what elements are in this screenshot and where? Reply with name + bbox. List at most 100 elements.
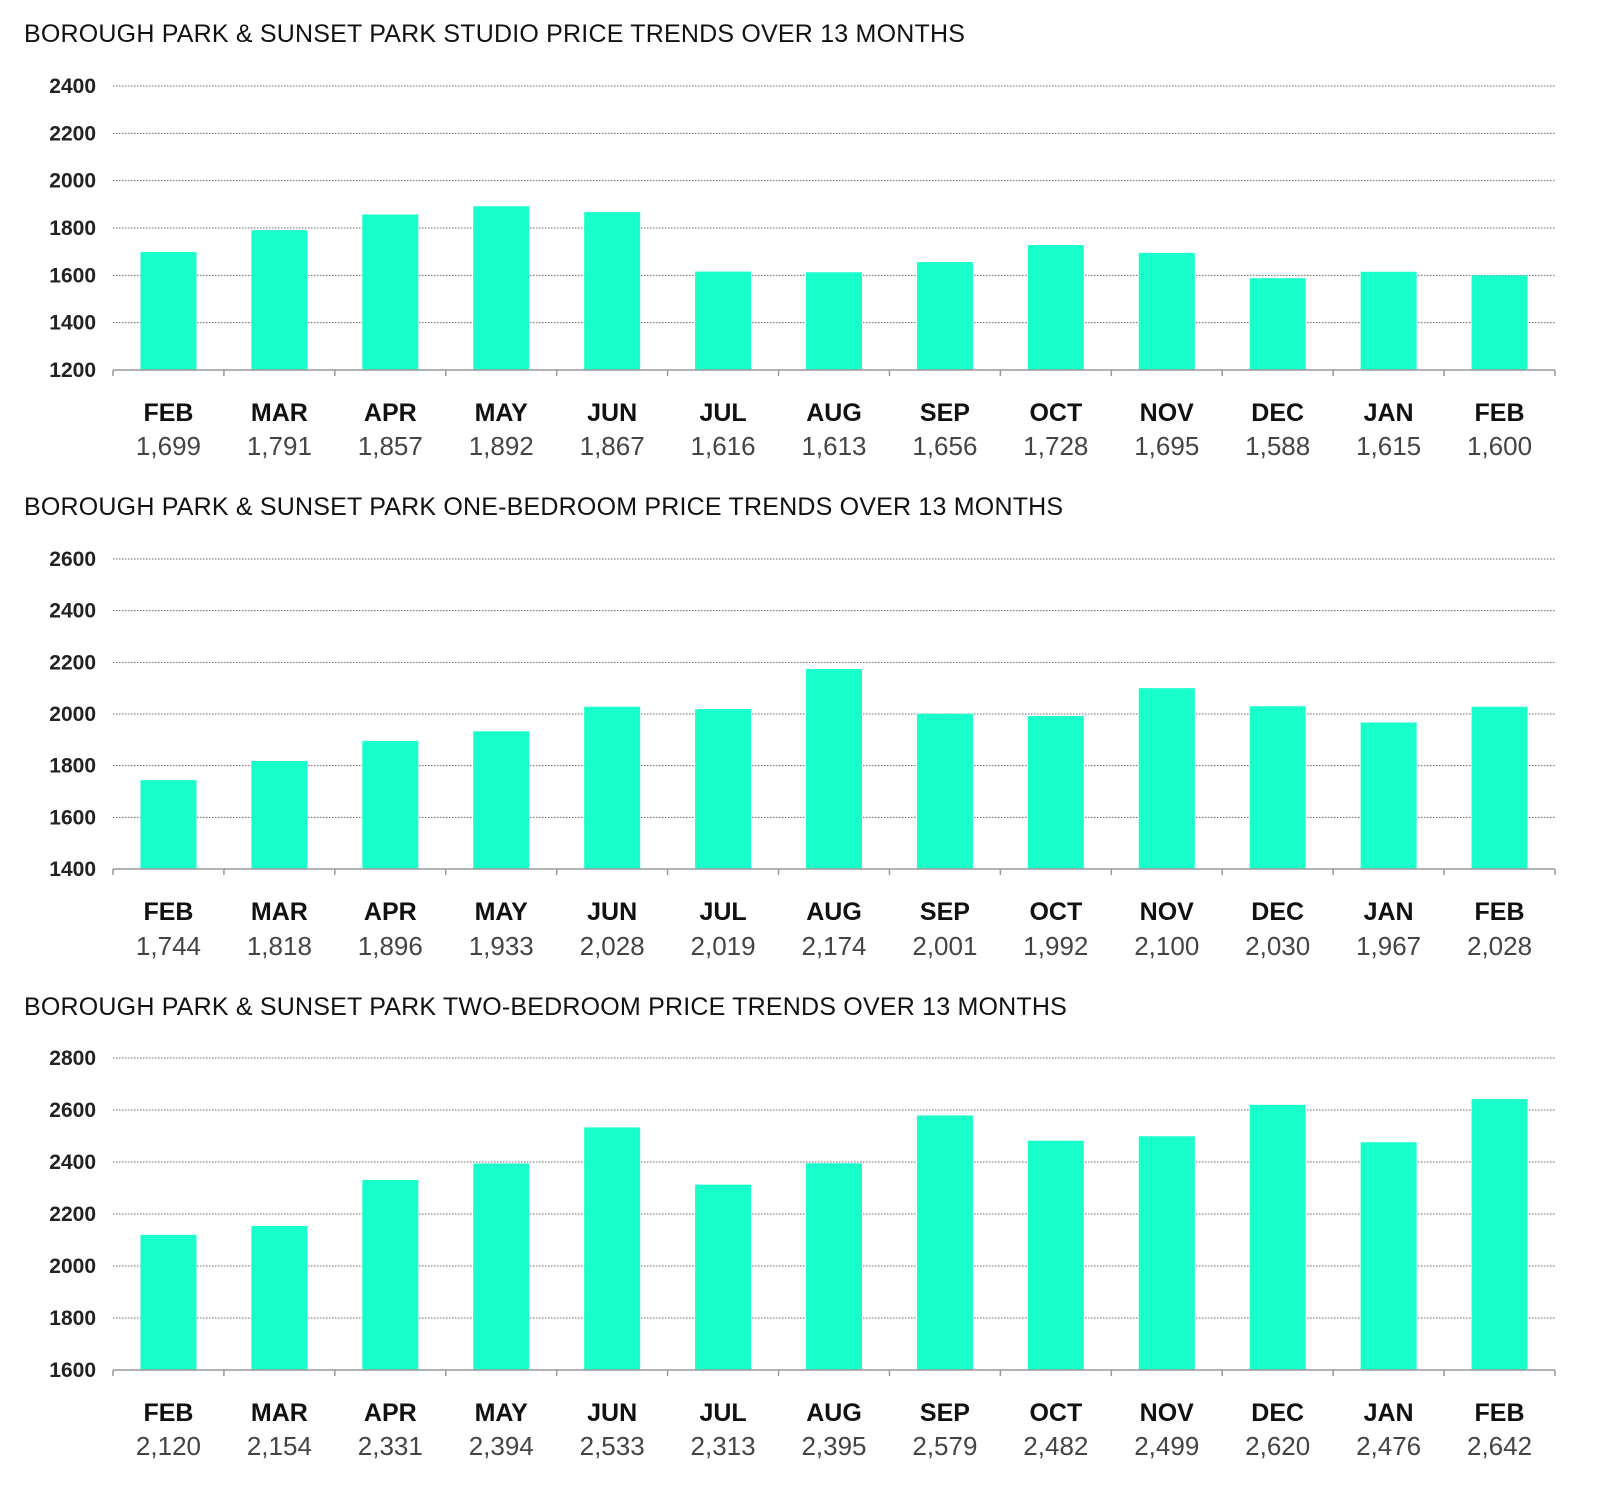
- category-label: AUG: [806, 399, 862, 427]
- bar: [251, 761, 308, 869]
- bar: [1471, 275, 1528, 370]
- y-tick-label: 2200: [49, 1203, 96, 1226]
- category-label: OCT: [1029, 1399, 1082, 1427]
- chart-plot: 1600 1800 2000 2200 2400 2600 2800 FEB 2,120 MAR 2…: [49, 1047, 1556, 1461]
- chart-title: BOROUGH PARK & SUNSET PARK STUDIO PRICE …: [24, 20, 966, 48]
- bar: [1138, 1136, 1195, 1370]
- category-label: APR: [364, 1399, 417, 1427]
- category-label: AUG: [806, 1399, 862, 1427]
- bar: [1249, 706, 1306, 869]
- data-label: 2,331: [358, 1431, 423, 1461]
- data-label: 2,154: [247, 1431, 312, 1461]
- y-tick-label: 1800: [49, 1307, 96, 1330]
- data-label: 1,857: [358, 431, 423, 461]
- data-label: 2,030: [1245, 931, 1310, 961]
- category-label: MAY: [475, 1399, 529, 1427]
- category-label: FEB: [1475, 898, 1525, 926]
- bar: [584, 212, 641, 370]
- data-label: 1,615: [1356, 431, 1421, 461]
- category-label: FEB: [143, 898, 193, 926]
- bar: [1027, 245, 1084, 370]
- data-label: 1,933: [469, 931, 534, 961]
- category-label: MAR: [251, 1399, 308, 1427]
- bar: [916, 1115, 973, 1370]
- data-label: 1,892: [469, 431, 534, 461]
- data-label: 1,867: [580, 431, 645, 461]
- bar: [251, 230, 308, 370]
- data-label: 1,728: [1023, 431, 1088, 461]
- y-tick-label: 1600: [49, 806, 96, 829]
- data-label: 2,642: [1467, 1431, 1532, 1461]
- bar: [916, 262, 973, 370]
- chart-title: BOROUGH PARK & SUNSET PARK ONE-BEDROOM P…: [24, 493, 1064, 521]
- data-label: 1,656: [912, 431, 977, 461]
- category-label: SEP: [920, 1399, 970, 1427]
- data-label: 2,499: [1134, 1431, 1199, 1461]
- chart-plot: 1400 1600 1800 2000 2200 2400 2600 FEB 1,744 MAR 1…: [49, 548, 1556, 961]
- category-label: AUG: [806, 898, 862, 926]
- data-label: 2,100: [1134, 931, 1199, 961]
- category-label: MAR: [251, 399, 308, 427]
- bar: [695, 1184, 752, 1370]
- category-label: NOV: [1140, 399, 1195, 427]
- category-label: JUL: [699, 1399, 746, 1427]
- data-label: 2,395: [801, 1431, 866, 1461]
- category-label: JUL: [699, 898, 746, 926]
- data-label: 2,028: [580, 931, 645, 961]
- y-tick-label: 2200: [49, 122, 96, 145]
- category-label: DEC: [1251, 898, 1304, 926]
- data-label: 2,120: [136, 1431, 201, 1461]
- bar: [362, 214, 419, 370]
- bar: [1360, 722, 1417, 869]
- data-label: 2,019: [691, 931, 756, 961]
- data-label: 2,579: [912, 1431, 977, 1461]
- category-label: FEB: [143, 399, 193, 427]
- bar: [140, 1234, 197, 1370]
- chart-title: BOROUGH PARK & SUNSET PARK TWO-BEDROOM P…: [24, 993, 1067, 1021]
- y-tick-label: 2400: [49, 600, 96, 623]
- category-label: FEB: [1475, 1399, 1525, 1427]
- data-label: 2,533: [580, 1431, 645, 1461]
- y-tick-label: 2600: [49, 548, 96, 571]
- data-label: 1,699: [136, 431, 201, 461]
- category-label: SEP: [920, 399, 970, 427]
- y-tick-label: 1200: [49, 359, 96, 382]
- bar: [584, 1127, 641, 1370]
- data-label: 1,992: [1023, 931, 1088, 961]
- data-label: 2,313: [691, 1431, 756, 1461]
- category-label: JAN: [1364, 399, 1414, 427]
- data-label: 1,744: [136, 931, 201, 961]
- bar: [584, 706, 641, 869]
- chart-plot: 1200 1400 1600 1800 2000 2200 2400 FEB 1,699 MAR 1…: [49, 75, 1556, 461]
- data-label: 1,616: [691, 431, 756, 461]
- y-tick-label: 2800: [49, 1047, 96, 1070]
- bar: [362, 1179, 419, 1370]
- category-label: APR: [364, 898, 417, 926]
- bar: [1027, 1140, 1084, 1370]
- data-label: 2,482: [1023, 1431, 1088, 1461]
- y-tick-label: 2600: [49, 1099, 96, 1122]
- bar: [362, 740, 419, 869]
- category-label: MAY: [475, 399, 529, 427]
- category-label: MAR: [251, 898, 308, 926]
- category-label: FEB: [143, 1399, 193, 1427]
- data-label: 2,476: [1356, 1431, 1421, 1461]
- bar: [473, 731, 530, 869]
- category-label: DEC: [1251, 399, 1304, 427]
- data-label: 1,967: [1356, 931, 1421, 961]
- bar: [1360, 1142, 1417, 1370]
- bar: [473, 206, 530, 370]
- y-tick-label: 2400: [49, 1151, 96, 1174]
- category-label: APR: [364, 399, 417, 427]
- bar: [1471, 706, 1528, 869]
- bar: [1249, 1104, 1306, 1370]
- category-label: FEB: [1475, 399, 1525, 427]
- category-label: OCT: [1029, 399, 1082, 427]
- data-label: 1,818: [247, 931, 312, 961]
- y-tick-label: 1400: [49, 858, 96, 881]
- y-tick-label: 2000: [49, 703, 96, 726]
- bar: [916, 713, 973, 869]
- bar: [806, 272, 862, 370]
- bar: [806, 1163, 862, 1370]
- y-tick-label: 1800: [49, 217, 96, 240]
